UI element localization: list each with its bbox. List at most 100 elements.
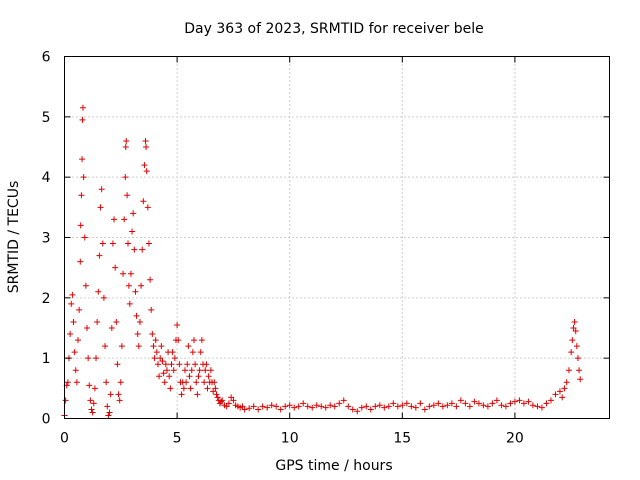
data-point <box>95 288 102 295</box>
data-point <box>218 398 225 405</box>
data-point <box>372 403 379 410</box>
data-point <box>149 331 156 338</box>
data-point <box>196 367 203 374</box>
y-tick-label: 5 <box>42 110 51 126</box>
y-tick-label: 1 <box>42 351 51 367</box>
data-point <box>156 373 163 380</box>
data-point <box>138 282 145 289</box>
data-point <box>471 398 478 405</box>
data-point <box>88 406 95 413</box>
data-point <box>202 367 209 374</box>
chart-title: Day 363 of 2023, SRMTID for receiver bel… <box>184 21 483 37</box>
data-point <box>67 331 74 338</box>
data-point <box>143 144 150 150</box>
data-point <box>166 373 173 380</box>
data-point <box>520 400 527 407</box>
data-point <box>189 349 196 356</box>
y-tick-label: 0 <box>42 412 51 428</box>
data-point <box>331 403 338 410</box>
data-point <box>111 216 118 223</box>
data-point <box>100 294 107 301</box>
data-point <box>90 400 97 407</box>
data-point <box>130 210 137 217</box>
data-point <box>97 204 104 211</box>
axis-ticks <box>64 56 610 419</box>
data-point <box>145 240 152 247</box>
data-point <box>192 361 199 368</box>
data-point <box>219 397 226 404</box>
data-point <box>408 403 415 410</box>
data-point <box>190 337 197 344</box>
data-point <box>571 318 578 325</box>
data-point <box>340 397 347 404</box>
data-point <box>210 388 217 395</box>
data-point <box>291 404 298 411</box>
data-point <box>426 403 433 410</box>
data-point <box>574 355 581 362</box>
data-point <box>167 385 174 392</box>
y-tick-labels: 0 1 2 3 4 5 6 <box>42 50 51 428</box>
data-point <box>439 403 446 410</box>
data-point <box>121 216 128 223</box>
data-point <box>568 349 575 356</box>
data-point <box>304 403 311 410</box>
data-point <box>381 404 388 411</box>
data-point <box>565 367 572 374</box>
data-point <box>507 400 514 407</box>
data-point <box>117 379 124 386</box>
data-point <box>144 204 151 211</box>
data-point <box>444 402 451 409</box>
data-point <box>91 385 98 392</box>
data-point <box>559 394 566 401</box>
data-point <box>241 406 248 413</box>
data-point <box>168 361 175 368</box>
data-point <box>89 409 96 416</box>
data-point <box>417 400 424 407</box>
data-point <box>184 361 191 368</box>
data-point <box>282 403 289 410</box>
data-point <box>577 376 584 383</box>
data-point <box>132 288 139 295</box>
data-point <box>484 403 491 410</box>
data-point <box>198 337 205 344</box>
data-point <box>556 388 563 395</box>
data-point <box>194 391 201 398</box>
data-point <box>435 400 442 407</box>
y-axis-label: SRMTID / TECUs <box>6 181 22 294</box>
data-point <box>158 343 165 350</box>
data-point <box>448 400 455 407</box>
data-point <box>336 400 343 407</box>
data-point <box>250 403 257 410</box>
data-point <box>102 343 109 350</box>
data-point <box>178 391 185 398</box>
data-point <box>125 240 132 247</box>
data-point <box>561 385 568 392</box>
data-point <box>493 397 500 404</box>
data-point <box>187 385 194 392</box>
x-tick-label: 5 <box>173 431 182 447</box>
data-point <box>161 379 168 386</box>
data-point <box>516 397 523 404</box>
data-point <box>204 385 211 392</box>
data-point <box>73 379 80 386</box>
y-tick-label: 2 <box>42 291 51 307</box>
data-point <box>457 397 464 404</box>
data-point <box>169 349 176 356</box>
data-point <box>213 391 220 398</box>
data-point <box>129 228 136 235</box>
data-point <box>211 379 218 386</box>
data-point <box>79 116 86 123</box>
data-point <box>552 391 559 398</box>
data-point <box>543 400 550 407</box>
data-points <box>61 104 584 419</box>
data-point <box>77 258 84 265</box>
x-tick-labels: 0 5 10 15 20 <box>60 431 524 447</box>
data-point <box>87 397 94 404</box>
data-point <box>143 168 150 175</box>
data-point <box>203 361 210 368</box>
data-point <box>109 240 116 247</box>
data-point <box>79 156 86 163</box>
data-point <box>385 403 392 410</box>
x-axis-label: GPS time / hours <box>275 458 392 474</box>
